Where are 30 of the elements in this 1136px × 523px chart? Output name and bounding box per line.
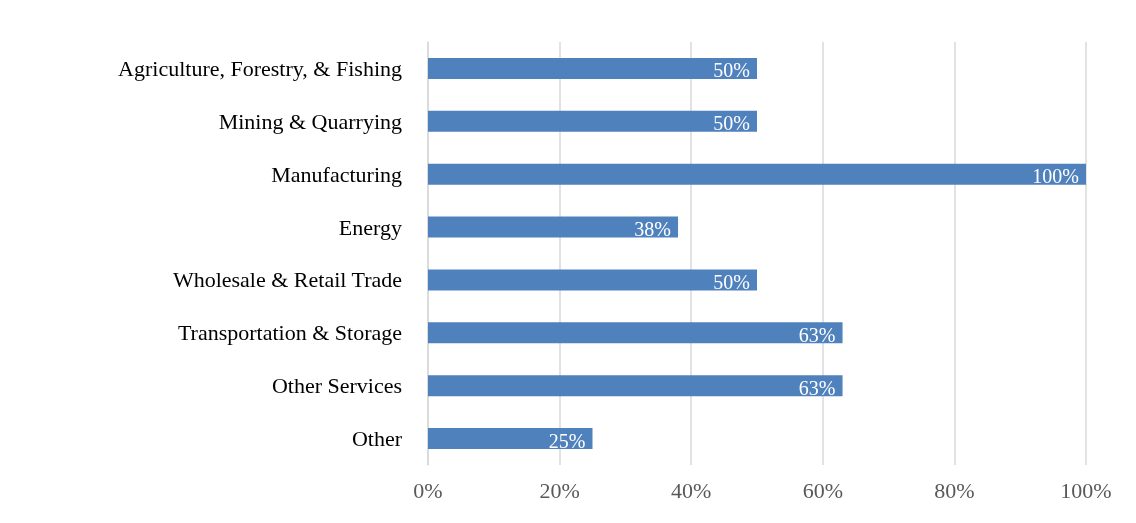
bar: [428, 216, 679, 238]
x-tick-label: 0%: [413, 477, 443, 503]
y-tick-label: Other Services: [271, 373, 402, 399]
data-label: 63%: [798, 323, 836, 346]
x-tick-label: 100%: [1060, 477, 1112, 503]
data-label: 50%: [713, 112, 750, 135]
data-label: 50%: [713, 59, 750, 82]
data-label: 63%: [798, 376, 836, 399]
bar: [428, 110, 757, 132]
data-label: 50%: [713, 270, 750, 293]
bar: [428, 57, 757, 79]
bar: [428, 428, 593, 450]
x-tick-label: 40%: [671, 477, 712, 503]
x-tick-label: 20%: [539, 477, 580, 503]
y-tick-label: Mining & Quarrying: [218, 108, 402, 134]
x-tick-label: 60%: [802, 477, 843, 503]
y-tick-label: Wholesale & Retail Trade: [172, 267, 402, 293]
bar: [428, 375, 843, 397]
bar: [428, 269, 757, 291]
y-tick-label: Transportation & Storage: [177, 320, 402, 346]
data-label: 38%: [634, 218, 672, 241]
data-label: 100%: [1032, 165, 1079, 188]
x-tick-label: 80%: [934, 477, 975, 503]
y-tick-label: Energy: [338, 214, 402, 240]
y-tick-label: Manufacturing: [271, 161, 402, 187]
bar: [428, 163, 1086, 185]
bar: [428, 322, 843, 344]
y-tick-label: Other: [351, 426, 403, 452]
data-label: 25%: [548, 429, 586, 452]
y-tick-label: Agriculture, Forestry, & Fishing: [118, 55, 402, 81]
